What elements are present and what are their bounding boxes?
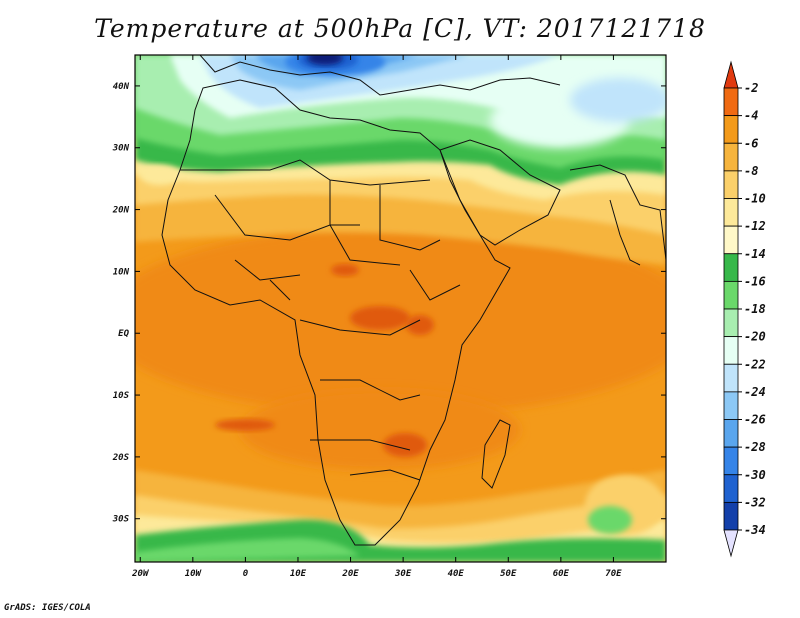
lat-label: 30N	[112, 144, 130, 154]
colorbar-swatch	[723, 142, 739, 172]
lon-label: 60E	[553, 569, 570, 579]
lat-label: 20S	[112, 453, 130, 463]
colorbar-label: -30	[744, 468, 766, 482]
colorbar	[723, 60, 742, 558]
lon-label: 40E	[448, 569, 465, 579]
colorbar-swatch	[723, 170, 739, 199]
lat-label: 20N	[112, 206, 130, 216]
grads-credit: GrADS: IGES/COLA	[4, 603, 91, 613]
colorbar-swatch	[723, 225, 739, 255]
colorbar-arrow-top	[723, 60, 739, 89]
colorbar-swatch	[723, 501, 739, 531]
colorbar-swatch	[723, 446, 739, 476]
lon-label: 20W	[131, 569, 150, 579]
lon-label: 70E	[605, 569, 622, 579]
colorbar-label: -2	[744, 81, 758, 95]
colorbar-label: -20	[744, 330, 766, 344]
colorbar-swatch	[723, 308, 739, 338]
colorbar-swatch	[723, 474, 739, 503]
axis-ticks	[135, 55, 666, 562]
colorbar-label: -34	[744, 523, 766, 537]
colorbar-swatch	[723, 363, 739, 393]
colorbar-labels: -2 -4 -6 -8 -10 -12 -14 -16 -18 -20 -22 -24 -26 -28 -3…	[744, 81, 766, 537]
colorbar-swatch	[723, 391, 739, 420]
lat-label: EQ	[118, 329, 129, 339]
colorbar-label: -22	[744, 357, 766, 371]
colorbar-swatch	[723, 280, 739, 310]
colorbar-swatch	[723, 115, 739, 144]
page-title: Temperature at 500hPa [C], VT: 201712171…	[94, 14, 706, 43]
colorbar-label: -4	[744, 109, 758, 123]
colorbar-swatch	[723, 198, 739, 227]
lat-label: 10S	[113, 391, 130, 401]
lat-label: 40N	[113, 82, 130, 92]
colorbar-arrow-bottom	[723, 529, 739, 558]
plot-frame	[134, 54, 667, 563]
temperature-field	[135, 55, 666, 562]
colorbar-label: -6	[744, 136, 758, 150]
colorbar-swatch	[723, 336, 739, 365]
latitude-labels: 40N 30N 20N 10N EQ 10S 20S 30S	[112, 82, 130, 525]
longitude-labels: 20W 10W 0 10E 20E 30E 40E 50E 60E 70E	[131, 569, 622, 579]
lon-label: 20E	[341, 569, 359, 579]
colorbar-label: -24	[744, 385, 766, 399]
colorbar-label: -10	[744, 192, 766, 206]
lat-label: 10N	[113, 267, 130, 277]
lon-label: 50E	[500, 569, 517, 579]
colorbar-swatch	[723, 87, 739, 117]
lon-label: 10E	[290, 569, 307, 579]
colorbar-swatch	[723, 419, 739, 448]
colorbar-label: -16	[744, 274, 766, 288]
colorbar-label: -12	[744, 219, 766, 233]
colorbar-label: -28	[744, 440, 766, 454]
colorbar-label: -32	[744, 495, 766, 509]
lon-label: 10W	[185, 569, 203, 579]
colorbar-label: -18	[744, 302, 766, 316]
lon-label: 0	[243, 569, 249, 579]
colorbar-label: -26	[744, 413, 766, 427]
colorbar-label: -14	[744, 247, 766, 261]
colorbar-label: -8	[744, 164, 758, 178]
lat-label: 30S	[112, 515, 130, 525]
coastlines	[161, 55, 666, 546]
lon-label: 30E	[394, 569, 412, 579]
colorbar-swatch	[723, 253, 739, 282]
